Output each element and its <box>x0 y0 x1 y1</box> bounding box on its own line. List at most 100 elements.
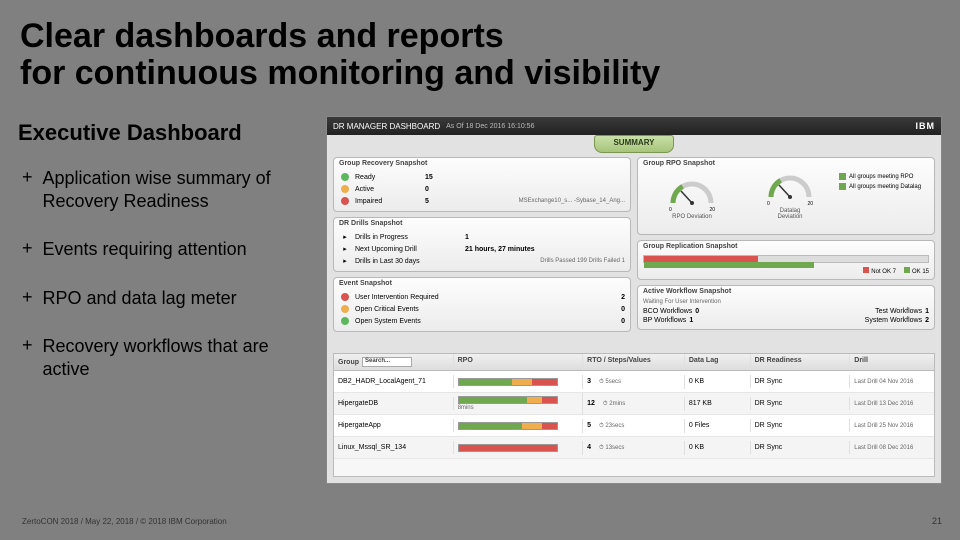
cell-drill: Last Drill 13 Dec 2016 <box>850 398 934 410</box>
panel-title: Event Snapshot <box>334 278 630 289</box>
status-label: Impaired <box>355 198 425 205</box>
cell-lag: 817 KB <box>685 397 751 410</box>
cell-rpo <box>454 375 584 389</box>
col-label: Group <box>338 359 359 366</box>
panel-title: Group Recovery Snapshot <box>334 158 630 169</box>
event-label: Open Critical Events <box>355 306 495 313</box>
panel-group-replication: Group Replication Snapshot Not OK 7 OK 15 <box>637 240 935 280</box>
col-dr[interactable]: DR Readiness <box>751 354 851 370</box>
col-rpo[interactable]: RPO <box>454 354 584 370</box>
gauge-label: RPO Deviation <box>669 214 715 220</box>
event-row: Open System Events 0 <box>339 315 625 327</box>
panel-active-workflow: Active Workflow Snapshot Waiting For Use… <box>637 285 935 330</box>
replication-bar <box>643 254 929 264</box>
cell-rpo <box>454 419 584 433</box>
gauge-label: Datalag Deviation <box>767 208 813 220</box>
legend-item: Not OK 7 <box>863 267 896 275</box>
cell-rto: 4 ⏱ 13secs <box>583 441 685 455</box>
dashboard-screenshot: DR MANAGER DASHBOARD As Of 18 Dec 2016 1… <box>326 116 942 484</box>
cell-lag: 0 KB <box>685 441 751 454</box>
bullet-item: +Recovery workflows that are active <box>22 335 317 380</box>
footer-text: ZertoCON 2018 / May 22, 2018 / © 2018 IB… <box>22 517 227 526</box>
workflow-subtitle: Waiting For User Intervention <box>643 299 929 305</box>
table-header: Group Search... RPO RTO / Steps/Values D… <box>334 354 934 371</box>
cell-rpo <box>454 441 584 455</box>
slide-subtitle: Executive Dashboard <box>18 120 242 146</box>
table-row[interactable]: Linux_Mssql_SR_134 4 ⏱ 13secs0 KBDR Sync… <box>334 437 934 459</box>
dashboard-header: DR MANAGER DASHBOARD As Of 18 Dec 2016 1… <box>327 117 941 135</box>
event-icon <box>339 316 351 326</box>
bullet-text: Recovery workflows that are active <box>43 335 317 380</box>
col-drill[interactable]: Drill <box>850 354 934 370</box>
dashboard-title: DR MANAGER DASHBOARD <box>333 122 440 131</box>
wf-value: 2 <box>925 317 929 324</box>
table-row[interactable]: HipergateDB 8mins12 ⏱ 2mins817 KBDR Sync… <box>334 393 934 415</box>
cell-lag: 0 KB <box>685 375 751 388</box>
event-icon <box>339 304 351 314</box>
event-label: User Intervention Required <box>355 294 495 301</box>
drill-row: ▸ Drills in Last 30 days Drills Passed 199… <box>339 255 625 267</box>
ibm-logo-text: IBM <box>916 121 936 131</box>
drill-label: Drills in Last 30 days <box>355 258 465 265</box>
wf-label: System Workflows <box>865 317 922 324</box>
event-row: Open Critical Events 0 <box>339 303 625 315</box>
status-value: 0 <box>425 186 429 193</box>
status-value: 15 <box>425 174 433 181</box>
col-rto[interactable]: RTO / Steps/Values <box>583 354 685 370</box>
event-icon <box>339 292 351 302</box>
status-value: 5 <box>425 198 429 205</box>
status-label: Active <box>355 186 425 193</box>
status-label: Ready <box>355 174 425 181</box>
bullet-marker: + <box>22 287 33 310</box>
col-group[interactable]: Group Search... <box>334 354 454 370</box>
cell-drill: Last Drill 08 Dec 2016 <box>850 442 934 454</box>
title-line-2: for continuous monitoring and visibility <box>20 55 660 92</box>
status-row: Impaired5MSExchange10_s... -Sybase_14_An… <box>339 195 625 207</box>
title-line-1: Clear dashboards and reports <box>20 18 660 55</box>
event-value: 2 <box>621 294 625 301</box>
cell-drill: Last Drill 04 Nov 2016 <box>850 376 934 388</box>
wf-label: BP Workflows <box>643 317 686 324</box>
bullet-list: +Application wise summary of Recovery Re… <box>22 167 317 406</box>
drill-extra: Drills Passed 199 Drills Failed 1 <box>540 258 625 264</box>
panel-title: Group Replication Snapshot <box>638 241 934 252</box>
workflow-row: BP Workflows 1 System Workflows 2 <box>643 316 929 325</box>
wf-value: 0 <box>695 308 699 315</box>
cell-group: DB2_HADR_LocalAgent_71 <box>334 375 454 388</box>
table-row[interactable]: DB2_HADR_LocalAgent_71 3 ⏱ 5secs0 KBDR S… <box>334 371 934 393</box>
legend-item: OK 15 <box>904 267 929 275</box>
drill-row: ▸Drills in Progress1 <box>339 231 625 243</box>
wf-value: 1 <box>689 317 693 324</box>
drill-icon: ▸ <box>339 256 351 266</box>
cell-dr: DR Sync <box>751 375 851 388</box>
panel-title: Group RPO Snapshot <box>638 158 934 169</box>
event-value: 0 <box>621 306 625 313</box>
panel-event-snapshot: Event Snapshot User Intervention Require… <box>333 277 631 332</box>
event-label: Open System Events <box>355 318 495 325</box>
summary-tab[interactable]: SUMMARY <box>594 135 674 153</box>
bullet-marker: + <box>22 335 33 380</box>
status-row: Active0 <box>339 183 625 195</box>
table-row[interactable]: HipergateApp 5 ⏱ 23secs0 FilesDR SyncLas… <box>334 415 934 437</box>
cell-rpo: 8mins <box>454 393 584 414</box>
col-datalag[interactable]: Data Lag <box>685 354 751 370</box>
bullet-item: +Application wise summary of Recovery Re… <box>22 167 317 212</box>
bullet-text: RPO and data lag meter <box>43 287 237 310</box>
event-row: User Intervention Required 2 <box>339 291 625 303</box>
status-icon <box>339 184 351 194</box>
bullet-text: Application wise summary of Recovery Rea… <box>43 167 317 212</box>
drill-row: ▸Next Upcoming Drill21 hours, 27 minutes <box>339 243 625 255</box>
cell-dr: DR Sync <box>751 419 851 432</box>
event-value: 0 <box>621 318 625 325</box>
search-input[interactable]: Search... <box>362 357 412 367</box>
status-icon <box>339 172 351 182</box>
gauge: 020RPO Deviation <box>669 179 715 220</box>
group-table: Group Search... RPO RTO / Steps/Values D… <box>333 353 935 477</box>
wf-label: Test Workflows <box>875 308 922 315</box>
panel-title: DR Drills Snapshot <box>334 218 630 229</box>
bullet-marker: + <box>22 167 33 212</box>
bullet-marker: + <box>22 238 33 261</box>
cell-group: HipergateApp <box>334 419 454 432</box>
wf-label: BCO Workflows <box>643 308 692 315</box>
wf-value: 1 <box>925 308 929 315</box>
